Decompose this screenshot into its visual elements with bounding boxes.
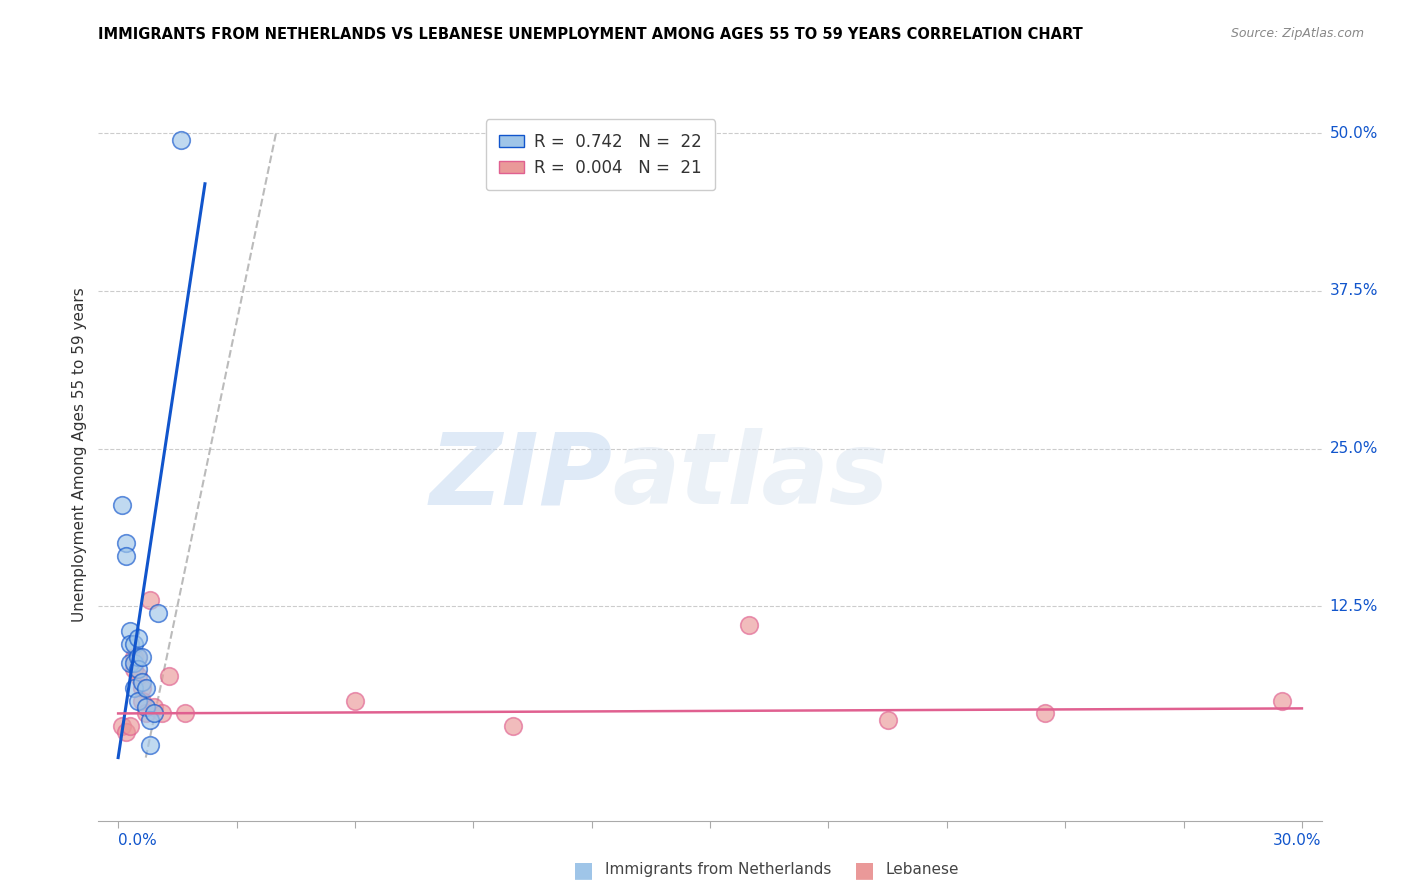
Point xyxy=(142,706,165,721)
Point xyxy=(738,618,761,632)
Text: 25.0%: 25.0% xyxy=(1330,442,1378,456)
Point xyxy=(118,719,141,733)
Text: 30.0%: 30.0% xyxy=(1274,833,1322,848)
Text: 12.5%: 12.5% xyxy=(1330,599,1378,614)
Point xyxy=(127,662,149,676)
Point xyxy=(122,649,145,664)
Point xyxy=(146,606,169,620)
Point xyxy=(127,668,149,682)
Point xyxy=(131,649,153,664)
Text: atlas: atlas xyxy=(612,428,889,525)
Text: Lebanese: Lebanese xyxy=(886,863,959,877)
Y-axis label: Unemployment Among Ages 55 to 59 years: Unemployment Among Ages 55 to 59 years xyxy=(72,287,87,623)
Text: ■: ■ xyxy=(574,860,593,880)
Text: IMMIGRANTS FROM NETHERLANDS VS LEBANESE UNEMPLOYMENT AMONG AGES 55 TO 59 YEARS C: IMMIGRANTS FROM NETHERLANDS VS LEBANESE … xyxy=(98,27,1083,42)
Point xyxy=(159,668,181,682)
Point xyxy=(127,631,149,645)
Point xyxy=(127,649,149,664)
Text: 37.5%: 37.5% xyxy=(1330,284,1378,299)
Point xyxy=(127,694,149,708)
Point xyxy=(135,681,157,696)
Legend: R =  0.742   N =  22, R =  0.004   N =  21: R = 0.742 N = 22, R = 0.004 N = 21 xyxy=(486,120,716,191)
Point xyxy=(118,624,141,639)
Point xyxy=(138,713,160,727)
Point xyxy=(150,706,173,721)
Point xyxy=(131,674,153,689)
Point xyxy=(142,700,165,714)
Text: 0.0%: 0.0% xyxy=(118,833,157,848)
Point xyxy=(131,681,153,696)
Point xyxy=(502,719,524,733)
Point xyxy=(118,637,141,651)
Point xyxy=(122,656,145,670)
Point xyxy=(343,694,366,708)
Text: 50.0%: 50.0% xyxy=(1330,126,1378,141)
Point xyxy=(115,536,138,550)
Point xyxy=(115,549,138,563)
Point xyxy=(174,706,197,721)
Point xyxy=(135,700,157,714)
Point xyxy=(876,713,898,727)
Point xyxy=(138,738,160,752)
Point xyxy=(122,637,145,651)
Text: ■: ■ xyxy=(855,860,875,880)
Point xyxy=(127,649,149,664)
Point xyxy=(122,681,145,696)
Text: Source: ZipAtlas.com: Source: ZipAtlas.com xyxy=(1230,27,1364,40)
Point xyxy=(118,656,141,670)
Point xyxy=(170,133,193,147)
Text: Immigrants from Netherlands: Immigrants from Netherlands xyxy=(605,863,831,877)
Point xyxy=(111,499,134,513)
Point xyxy=(138,593,160,607)
Point xyxy=(122,662,145,676)
Point xyxy=(111,719,134,733)
Point xyxy=(131,694,153,708)
Text: ZIP: ZIP xyxy=(429,428,612,525)
Point xyxy=(135,706,157,721)
Point xyxy=(1035,706,1057,721)
Point xyxy=(115,725,138,739)
Point xyxy=(1271,694,1294,708)
